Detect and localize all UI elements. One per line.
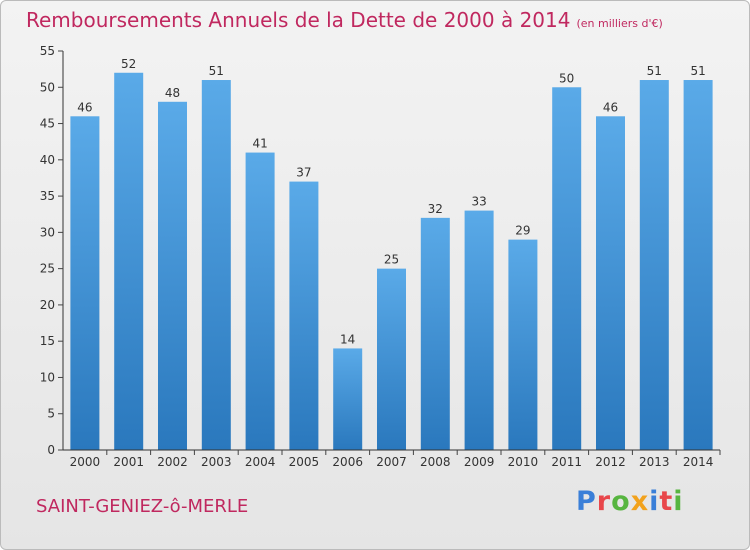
y-axis: 0 5 10 15 20 25 30 35 40 45 50 55 (40, 44, 64, 457)
y-tick-label: 30 (40, 225, 55, 239)
bar (114, 72, 144, 450)
bar-value-label: 51 (209, 64, 224, 78)
bar-value-label: 41 (252, 137, 267, 151)
x-tick-label: 2009 (464, 455, 495, 469)
bar (508, 239, 538, 450)
bar-value-label: 29 (515, 224, 530, 238)
chart-title: Remboursements Annuels de la Dette de 20… (26, 8, 663, 32)
logo-letter: P (576, 486, 597, 517)
bar (464, 210, 494, 450)
x-tick-label: 2006 (332, 455, 363, 469)
x-tick-label: 2014 (683, 455, 714, 469)
commune-name: SAINT-GENIEZ-ô-MERLE (36, 496, 249, 517)
x-tick-label: 2011 (551, 455, 582, 469)
bar-value-label: 46 (77, 100, 92, 114)
y-tick-label: 45 (40, 117, 55, 131)
logo-letter: x (630, 486, 650, 517)
y-tick-label: 10 (40, 370, 55, 384)
y-tick-label: 25 (40, 262, 55, 276)
bar-value-label: 33 (471, 195, 486, 209)
x-tick-label: 2005 (289, 455, 320, 469)
logo-letter: o (611, 486, 631, 517)
bar (639, 80, 669, 450)
x-tick-label: 2000 (70, 455, 101, 469)
logo-letter: i (673, 486, 684, 517)
bar (201, 80, 231, 450)
bar (683, 80, 713, 450)
y-tick-label: 5 (47, 407, 55, 421)
y-tick-label: 15 (40, 334, 55, 348)
x-tick-label: 2004 (245, 455, 276, 469)
bar-value-label: 14 (340, 332, 355, 346)
x-tick-label: 2010 (508, 455, 539, 469)
chart-title-text: Remboursements Annuels de la Dette de 20… (26, 8, 571, 32)
x-tick-label: 2002 (157, 455, 188, 469)
bar-value-label: 48 (165, 86, 180, 100)
bar (158, 101, 187, 451)
x-tick-label: 2012 (595, 455, 626, 469)
bar (596, 116, 625, 451)
bar-value-label: 46 (603, 100, 618, 114)
y-tick-label: 40 (40, 153, 55, 167)
bar-value-label: 51 (690, 64, 705, 78)
bar-value-label: 25 (384, 253, 399, 267)
bar (420, 217, 450, 450)
bars: 46 52 48 51 41 37 14 25 32 33 29 50 46 51 51 (70, 57, 713, 451)
chart-subtitle: (en milliers d'€) (576, 17, 663, 30)
x-tick-label: 2003 (201, 455, 232, 469)
bar-value-label: 51 (647, 64, 662, 78)
bar-value-label: 52 (121, 57, 136, 71)
bar (552, 87, 582, 450)
bar (333, 348, 363, 450)
logo-letter: r (596, 486, 612, 517)
proxiti-logo: Proxiti (576, 486, 684, 517)
y-tick-label: 50 (40, 80, 55, 94)
x-tick-label: 2007 (376, 455, 407, 469)
y-tick-label: 20 (40, 298, 55, 312)
bar (377, 268, 406, 450)
y-tick-label: 35 (40, 189, 55, 203)
y-tick-label: 55 (40, 44, 55, 58)
x-tick-label: 2013 (639, 455, 670, 469)
logo-letter: i (649, 486, 660, 517)
bar-value-label: 32 (428, 202, 443, 216)
bar (289, 181, 319, 450)
bar (245, 152, 275, 450)
bar-value-label: 37 (296, 166, 311, 180)
y-tick-label: 0 (47, 443, 55, 457)
logo-letter: t (659, 486, 674, 517)
x-axis: 2000 2001 2002 2003 2004 2005 2006 2007 2008 2009… (63, 449, 721, 469)
x-tick-label: 2001 (113, 455, 144, 469)
bar (70, 116, 100, 451)
bar-value-label: 50 (559, 71, 574, 85)
x-tick-label: 2008 (420, 455, 451, 469)
